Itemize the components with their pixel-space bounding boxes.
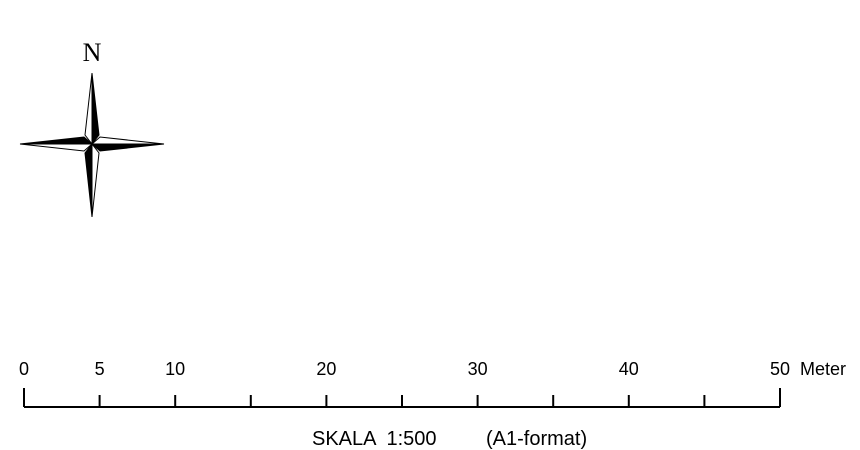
compass-south-right (91, 142, 100, 218)
compass-east-bottom (90, 143, 165, 152)
compass-north-left (84, 72, 93, 146)
scale-unit-label: Meter (800, 359, 846, 379)
compass-north-right (91, 72, 100, 146)
scale-labels: 0 5 10 20 30 40 50 (19, 359, 790, 379)
compass-west-top (19, 136, 94, 145)
compass-west-bottom (19, 143, 94, 152)
scale-tick-label: 20 (316, 359, 336, 379)
compass-rose-icon (19, 72, 165, 218)
north-arrow: N (19, 38, 165, 218)
compass-east-top (90, 136, 165, 145)
scale-ticks (23, 388, 781, 407)
scale-caption-format: (A1-format) (486, 428, 587, 450)
scale-caption: SKALA 1:500 (A1-format) (312, 428, 587, 450)
scale-tick-label: 5 (95, 359, 105, 379)
north-label: N (83, 38, 102, 67)
scale-tick-label: 0 (19, 359, 29, 379)
scale-tick-label: 30 (468, 359, 488, 379)
scale-caption-ratio: SKALA 1:500 (312, 428, 437, 450)
scale-bar: 0 5 10 20 30 40 50 Meter (19, 359, 846, 408)
scale-tick-label: 40 (619, 359, 639, 379)
scale-tick-label: 10 (165, 359, 185, 379)
compass-south-left (84, 142, 93, 218)
scale-tick-label: 50 (770, 359, 790, 379)
